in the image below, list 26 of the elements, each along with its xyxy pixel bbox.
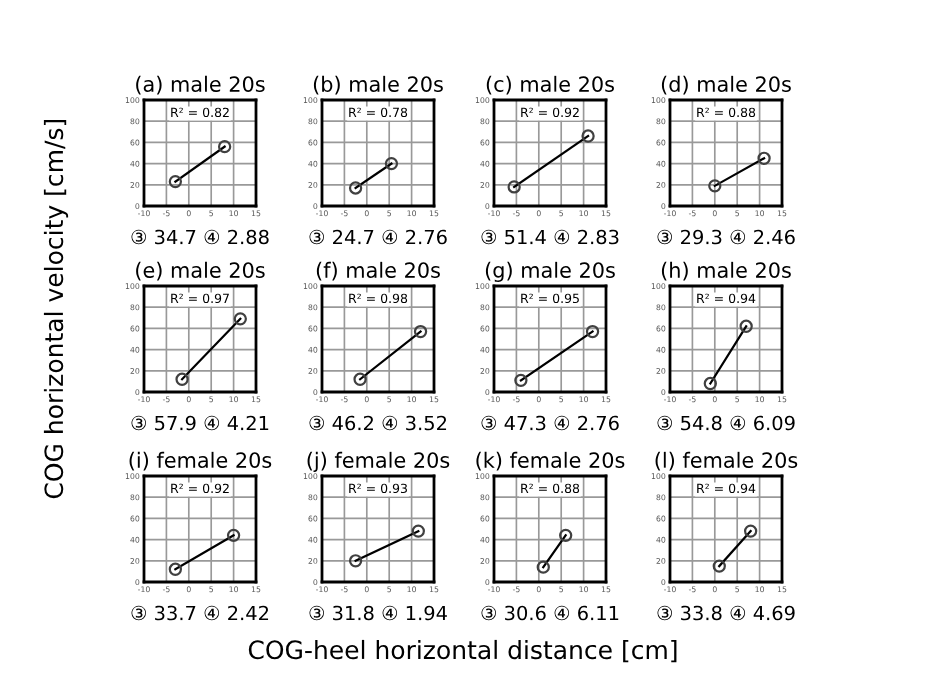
text: ③ 54.8 ④ 6.09 (657, 415, 795, 431)
x-axis-title: COG-heel horizontal distance [cm] (248, 639, 677, 663)
text: ③ 29.3 ④ 2.46 (657, 229, 795, 245)
text: ③ 47.3 ④ 2.76 (481, 415, 619, 431)
text: ③ 24.7 ④ 2.76 (309, 229, 447, 245)
chart-title: (e) male 20s (136, 261, 265, 281)
text: ③ 57.9 ④ 4.21 (131, 415, 269, 431)
chart-title: (j) female 20s (307, 451, 450, 472)
text: ③ 30.6 ④ 6.11 (481, 605, 619, 621)
text: ③ 34.7 ④ 2.88 (131, 229, 269, 245)
chart-title: (a) male 20s (136, 75, 265, 95)
chart-title: (g) male 20s (485, 261, 615, 282)
chart-title: (k) female 20s (476, 451, 625, 471)
chart-title: (i) female 20s (129, 451, 272, 471)
chart-title: (l) female 20s (655, 451, 798, 471)
chart-title: (f) male 20s (316, 261, 440, 281)
chart-title: (c) male 20s (486, 75, 614, 95)
y-axis-title: COG horizontal velocity [cm/s] (43, 119, 69, 499)
text: ③ 33.7 ④ 2.42 (131, 605, 269, 621)
text: ③ 31.8 ④ 1.94 (309, 605, 447, 621)
text: ③ 51.4 ④ 2.83 (481, 229, 619, 245)
text: ③ 46.2 ④ 3.52 (309, 415, 447, 431)
text: ③ 33.8 ④ 4.69 (657, 605, 795, 621)
chart-title: (d) male 20s (661, 75, 791, 95)
chart-title: (b) male 20s (313, 75, 443, 95)
chart-title: (h) male 20s (661, 261, 791, 281)
